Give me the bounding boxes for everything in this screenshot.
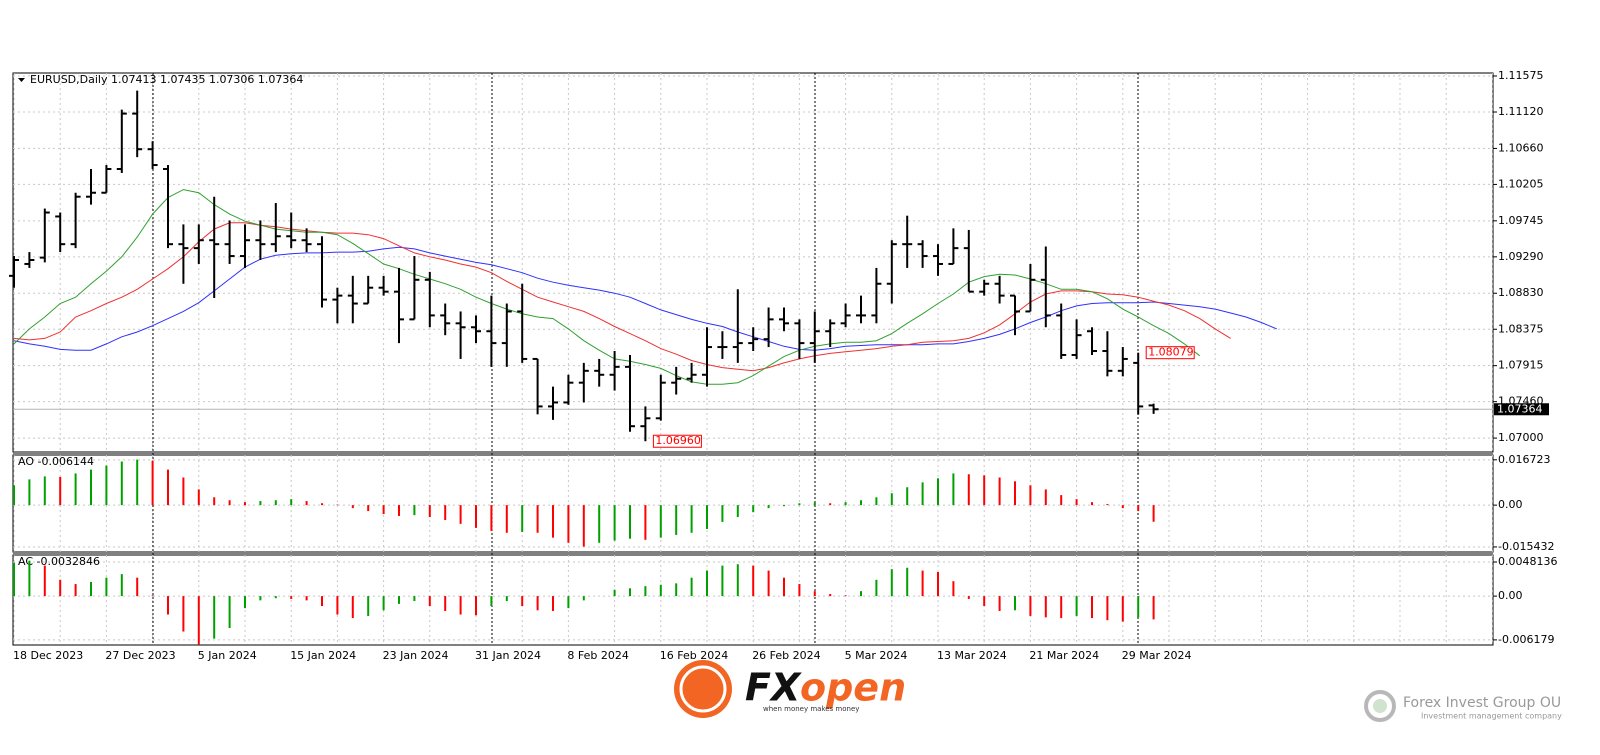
brand-logo: FX open when money makes money: [674, 660, 906, 718]
y-tick-label: 0.00: [1498, 498, 1523, 511]
x-tick-label: 27 Dec 2023: [105, 649, 175, 662]
x-tick-label: 31 Jan 2024: [475, 649, 541, 662]
annotation-label: 1.08079: [1148, 346, 1194, 359]
x-tick-label: 5 Mar 2024: [845, 649, 908, 662]
x-tick-label: 18 Dec 2023: [13, 649, 83, 662]
x-tick-label: 13 Mar 2024: [937, 649, 1007, 662]
brand-fx: FX: [745, 666, 802, 710]
x-tick-label: 16 Feb 2024: [660, 649, 728, 662]
x-tick-label: 5 Jan 2024: [198, 649, 257, 662]
current-price-tag: [1494, 403, 1549, 416]
y-tick-label: 1.08830: [1498, 286, 1544, 299]
moving-average-line: [13, 246, 1277, 351]
ao-panel: [12, 454, 1494, 553]
watermark-icon: [1364, 690, 1396, 722]
y-tick-label: 1.09290: [1498, 250, 1544, 263]
y-tick-label: 1.10660: [1498, 141, 1544, 154]
chart-title: EURUSD,Daily 1.07413 1.07435 1.07306 1.0…: [30, 73, 303, 86]
y-tick-label: 1.10205: [1498, 177, 1544, 190]
watermark-name: Forex Invest Group OU: [1403, 695, 1561, 711]
y-tick-label: 0.0048136: [1498, 555, 1558, 568]
y-tick-label: 1.09745: [1498, 214, 1544, 227]
brand-open: open: [800, 666, 906, 710]
marks-layer: 1.11575 1.11120 1.10660 1.10205 1.09745 1.092…: [9, 69, 1558, 662]
x-tick-label: 29 Mar 2024: [1122, 649, 1192, 662]
brand-tagline: when money makes money: [763, 705, 859, 713]
annotation-box: [1145, 346, 1195, 360]
moving-average-line: [13, 222, 1231, 372]
current-price-label: 1.07364: [1497, 402, 1543, 415]
x-tick-label: 21 Mar 2024: [1029, 649, 1099, 662]
y-tick-label: 1.07000: [1498, 431, 1544, 444]
logo-ring: [679, 665, 727, 713]
y-tick-label: 0.00: [1498, 589, 1523, 602]
y-tick-label: 1.08375: [1498, 322, 1544, 335]
watermark: Forex Invest Group OU Investment managem…: [1364, 690, 1562, 722]
logo-circle: [674, 660, 732, 718]
indicator-title: AC -0.0032846: [18, 555, 100, 568]
watermark-subtitle: Investment management company: [1421, 712, 1562, 721]
y-tick-label: 1.11120: [1498, 105, 1544, 118]
x-tick-label: 15 Jan 2024: [290, 649, 356, 662]
x-tick-label: 26 Feb 2024: [752, 649, 820, 662]
annotation-label: 1.06960: [655, 434, 701, 447]
annotation-box: [652, 434, 702, 448]
y-tick-label: -0.015432: [1498, 540, 1554, 553]
y-tick-label: -0.006179: [1498, 633, 1554, 646]
moving-average-line: [13, 189, 1201, 385]
y-tick-label: 1.11575: [1498, 69, 1544, 82]
y-tick-label: 1.07915: [1498, 359, 1544, 372]
watermark-icon-inner: [1373, 699, 1387, 713]
indicator-title: AO -0.006144: [18, 455, 94, 468]
y-tick-label: 0.016723: [1498, 453, 1551, 466]
x-tick-label: 8 Feb 2024: [567, 649, 628, 662]
dropdown-icon: [18, 78, 25, 82]
x-tick-label: 23 Jan 2024: [383, 649, 449, 662]
